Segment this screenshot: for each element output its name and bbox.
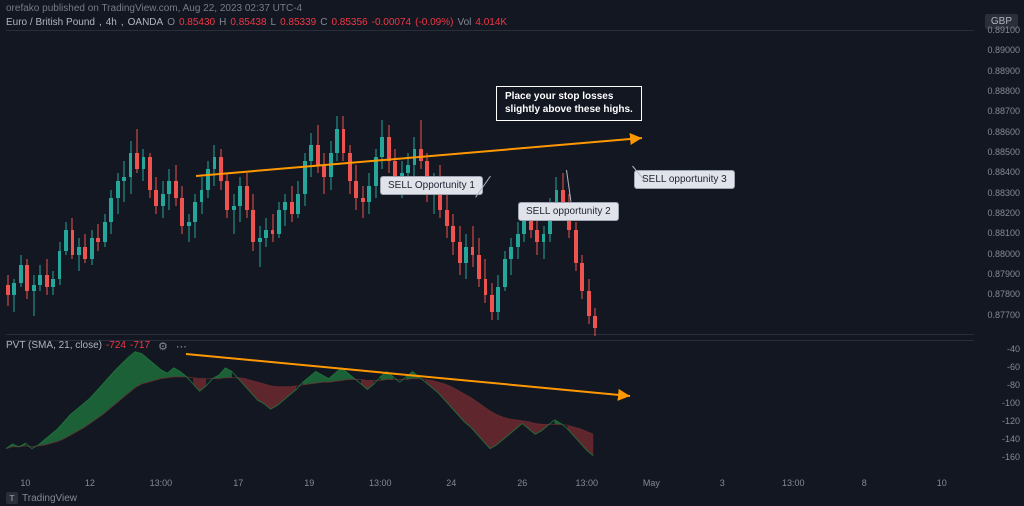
provider: OANDA <box>128 17 164 28</box>
ohlc-h: 0.85438 <box>230 17 266 28</box>
indicator-label-row: PVT (SMA, 21, close) -724 -717 ⚙ ⋯ <box>6 340 187 353</box>
time-tick: 17 <box>233 478 243 488</box>
gear-icon[interactable]: ⚙ <box>158 340 168 353</box>
price-tick: 0.88100 <box>978 228 1020 238</box>
price-tick: 0.88500 <box>978 147 1020 157</box>
indicator-svg <box>6 341 974 471</box>
time-tick: 13:00 <box>782 478 805 488</box>
time-tick: 10 <box>20 478 30 488</box>
indicator-v2: -717 <box>130 340 150 353</box>
footer-brand: T TradingView <box>6 492 77 504</box>
sell-3-annotation: SELL opportunity 3 <box>634 170 735 189</box>
price-tick: 0.88700 <box>978 106 1020 116</box>
time-tick: 12 <box>85 478 95 488</box>
price-tick: 0.88000 <box>978 249 1020 259</box>
time-tick: 26 <box>517 478 527 488</box>
time-tick: May <box>643 478 660 488</box>
time-tick: 24 <box>446 478 456 488</box>
price-tick: 0.88200 <box>978 208 1020 218</box>
price-tick: 0.88800 <box>978 86 1020 96</box>
indicator-tick: -140 <box>978 434 1020 444</box>
indicator-tick: -160 <box>978 452 1020 462</box>
indicator-tick: -60 <box>978 362 1020 372</box>
price-tick: 0.88900 <box>978 66 1020 76</box>
price-tick: 0.87800 <box>978 289 1020 299</box>
symbol-row: Euro / British Pound , 4h , OANDA O0.854… <box>6 17 507 28</box>
vol: 4.014K <box>475 17 507 28</box>
price-tick: 0.88600 <box>978 127 1020 137</box>
time-tick: 10 <box>937 478 947 488</box>
publish-header: orefako published on TradingView.com, Au… <box>6 3 302 14</box>
price-chart[interactable] <box>6 30 974 335</box>
ohlc-o: 0.85430 <box>179 17 215 28</box>
more-icon[interactable]: ⋯ <box>176 340 187 353</box>
price-tick: 0.87700 <box>978 310 1020 320</box>
ohlc-l: 0.85339 <box>280 17 316 28</box>
indicator-tick: -40 <box>978 344 1020 354</box>
sell-2-annotation: SELL opportunity 2 <box>518 202 619 221</box>
time-tick: 3 <box>720 478 725 488</box>
tradingview-logo-icon: T <box>6 492 18 504</box>
time-tick: 13:00 <box>150 478 173 488</box>
indicator-chart[interactable] <box>6 340 974 470</box>
time-tick: 13:00 <box>576 478 599 488</box>
indicator-tick: -120 <box>978 416 1020 426</box>
indicator-v1: -724 <box>106 340 126 353</box>
time-tick: 19 <box>304 478 314 488</box>
chg-pct: (-0.09%) <box>415 17 453 28</box>
price-tick: 0.89100 <box>978 25 1020 35</box>
price-tick: 0.87900 <box>978 269 1020 279</box>
price-tick: 0.89000 <box>978 45 1020 55</box>
indicator-tick: -80 <box>978 380 1020 390</box>
symbol-name: Euro / British Pound <box>6 17 95 28</box>
indicator-name: PVT (SMA, 21, close) <box>6 340 102 353</box>
chg: -0.00074 <box>372 17 411 28</box>
price-tick: 0.88300 <box>978 188 1020 198</box>
sell-1-annotation: SELL Opportunity 1 <box>380 176 483 195</box>
ohlc-c: 0.85356 <box>331 17 367 28</box>
interval: 4h <box>106 17 117 28</box>
stop-loss-annotation: Place your stop losses slightly above th… <box>496 86 642 121</box>
time-tick: 8 <box>862 478 867 488</box>
indicator-tick: -100 <box>978 398 1020 408</box>
price-tick: 0.88400 <box>978 167 1020 177</box>
time-tick: 13:00 <box>369 478 392 488</box>
